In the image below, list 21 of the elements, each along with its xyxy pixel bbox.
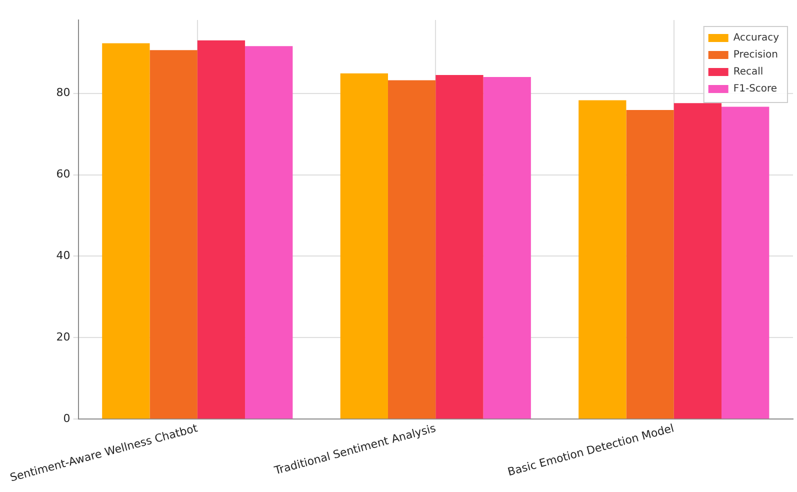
y-tick-label: 80 xyxy=(56,86,70,100)
bar xyxy=(436,74,484,419)
bar xyxy=(150,50,198,419)
y-tick-label: 20 xyxy=(56,330,70,344)
legend-label: F1-Score xyxy=(733,84,778,95)
y-tick-label: 0 xyxy=(63,412,70,426)
legend-label: Recall xyxy=(733,66,764,78)
bar xyxy=(722,106,770,419)
y-tick-label: 40 xyxy=(56,249,70,262)
legend-label: Precision xyxy=(733,50,778,61)
legend-label: Accuracy xyxy=(733,32,780,44)
bar xyxy=(626,110,674,419)
bar xyxy=(245,46,293,419)
bar xyxy=(340,73,388,419)
bar xyxy=(578,100,626,419)
y-tick-label: 60 xyxy=(56,168,70,181)
bar xyxy=(674,103,722,419)
bar xyxy=(483,77,531,419)
bar xyxy=(388,80,436,419)
bar xyxy=(197,40,246,419)
bar xyxy=(102,43,150,419)
